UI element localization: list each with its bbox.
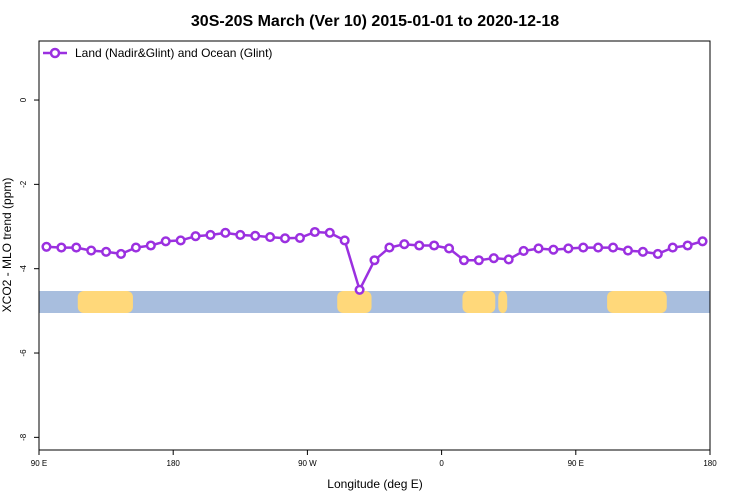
x-tick-label-5: 180 [703, 459, 717, 468]
data-point-0-0 [41, 241, 52, 252]
data-point-0-14 [250, 230, 261, 241]
map-strip [39, 291, 710, 313]
legend-label: Land (Nadir&Glint) and Ocean (Glint) [75, 46, 272, 60]
chart-title: 30S-20S March (Ver 10) 2015-01-01 to 202… [191, 13, 559, 30]
x-tick-label-2: 90 W [298, 459, 317, 468]
data-point-0-8 [160, 236, 171, 247]
data-point-0-26 [429, 240, 440, 251]
data-point-0-5 [115, 248, 127, 259]
data-point-0-2 [71, 242, 82, 253]
data-point-0-27 [444, 243, 455, 254]
land-region-4 [607, 291, 667, 313]
y-tick-label-2: -4 [19, 265, 28, 273]
y-axis-title: XCO2 - MLO trend (ppm) [0, 178, 14, 313]
land-region-0 [77, 291, 133, 313]
data-point-0-39 [622, 245, 634, 256]
data-point-0-19 [324, 227, 335, 238]
series-layer [41, 226, 708, 295]
land-region-2 [462, 291, 496, 313]
data-point-0-15 [265, 232, 276, 243]
y-tick-label-4: -8 [19, 433, 28, 441]
data-point-0-21 [354, 284, 365, 295]
data-point-0-16 [279, 233, 291, 244]
data-point-0-33 [533, 243, 544, 254]
legend-marker [49, 47, 61, 59]
plot-frame [38, 40, 711, 451]
data-point-0-44 [697, 236, 708, 247]
data-point-0-23 [384, 242, 395, 253]
data-point-0-6 [130, 242, 141, 253]
data-point-0-7 [145, 240, 156, 251]
ocean-band [39, 291, 710, 313]
data-point-0-4 [101, 246, 112, 257]
data-point-0-30 [488, 253, 499, 264]
data-point-0-12 [220, 227, 231, 238]
data-point-0-38 [608, 242, 619, 253]
data-point-0-32 [518, 245, 529, 257]
data-point-0-13 [235, 229, 246, 241]
x-axis: 90 E 180 90 W 0 90 E 180 [31, 450, 717, 468]
data-point-0-28 [458, 255, 470, 266]
x-tick-label-1: 180 [167, 459, 181, 468]
y-tick-label-0: 0 [19, 97, 28, 102]
data-point-0-42 [667, 242, 678, 253]
x-tick-label-4: 90 E [568, 459, 584, 468]
x-tick-label-0: 90 E [31, 459, 47, 468]
data-point-0-35 [563, 243, 574, 254]
data-point-0-41 [652, 248, 663, 259]
land-region-1 [337, 291, 372, 313]
data-point-0-9 [175, 235, 186, 246]
x-axis-title: Longitude (deg E) [327, 477, 422, 491]
land-region-3 [498, 291, 508, 313]
data-point-0-31 [503, 254, 514, 265]
data-point-0-1 [56, 242, 67, 253]
data-point-0-29 [473, 255, 484, 266]
y-tick-label-3: -6 [19, 349, 28, 357]
data-point-0-37 [593, 242, 604, 253]
legend: Land (Nadir&Glint) and Ocean (Glint) [43, 46, 272, 60]
y-axis: 0 -2 -4 -6 -8 [19, 97, 39, 441]
data-point-0-43 [682, 240, 693, 251]
data-point-0-10 [190, 231, 201, 242]
data-point-0-34 [548, 244, 559, 255]
data-point-0-11 [205, 229, 216, 241]
data-point-0-24 [399, 239, 410, 250]
data-point-0-20 [339, 235, 350, 246]
data-point-0-25 [414, 240, 425, 251]
data-point-0-22 [369, 255, 380, 266]
data-point-0-3 [86, 245, 97, 256]
x-tick-label-3: 0 [439, 459, 444, 468]
data-point-0-40 [637, 246, 648, 257]
data-point-0-36 [578, 242, 589, 253]
data-point-0-18 [309, 226, 320, 238]
data-point-0-17 [294, 232, 305, 243]
y-tick-label-1: -2 [19, 180, 28, 188]
